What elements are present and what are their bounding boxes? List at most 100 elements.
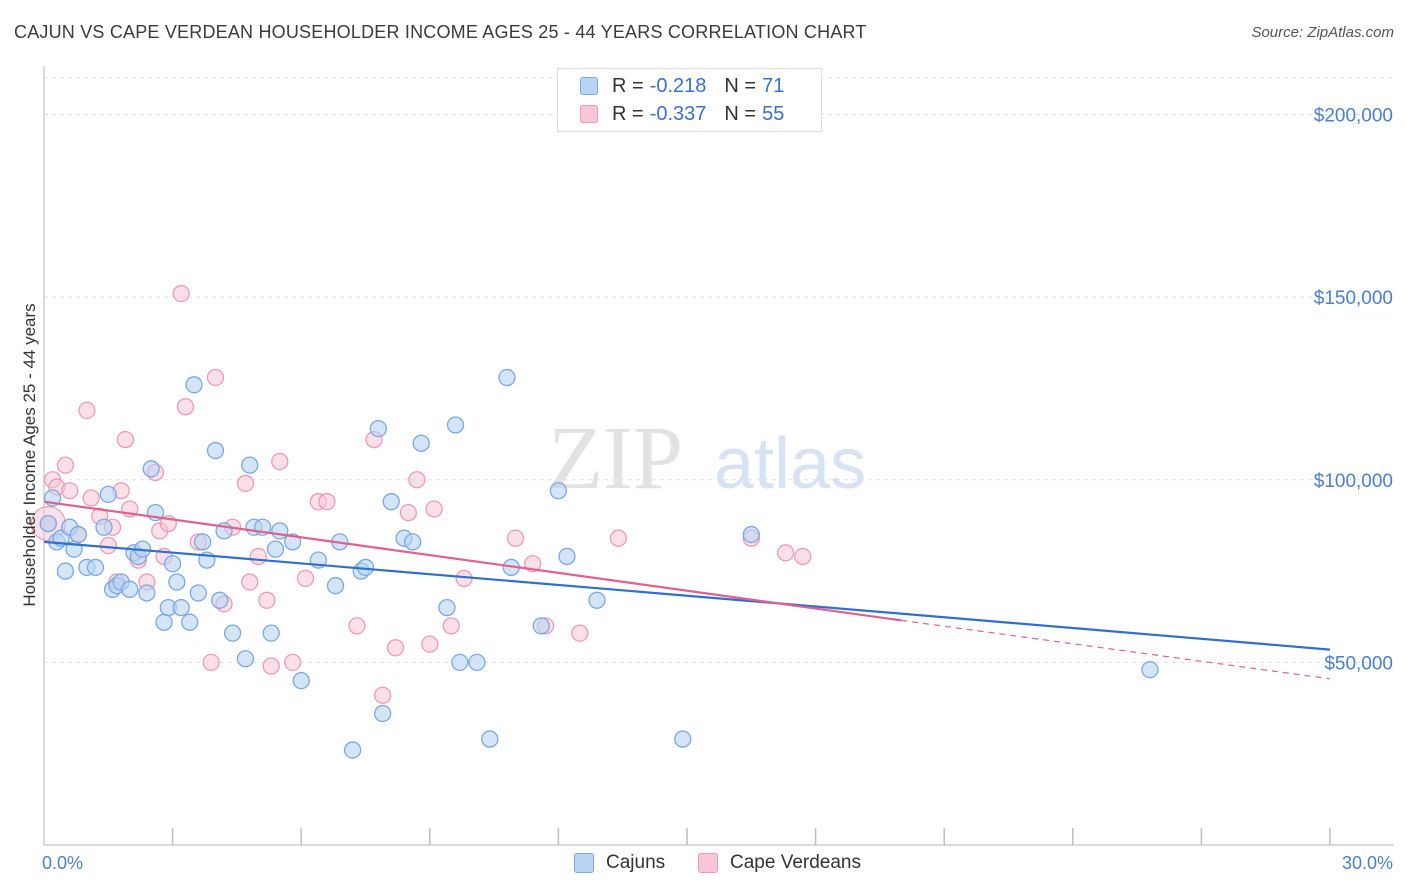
cape-verdean-point [258,591,276,609]
cape-verdean-point [176,398,195,416]
cajun-point [206,441,225,460]
cape-verdean-point [236,474,255,493]
cape-verdean-point [609,529,628,547]
cajun-point [189,584,207,602]
watermark: ZIP atlas [548,409,866,508]
cape-verdean-swatch [580,105,598,123]
cajun-point [283,533,302,551]
n-value: 55 [762,102,785,125]
cape-verdean-point [61,482,79,500]
cajun-point [1141,661,1159,679]
cape-verdean-point [296,569,315,588]
trend-lines [43,500,1331,680]
cape-verdean-point [116,430,135,449]
cajun-point [382,493,400,511]
cape-verdean-point [506,529,525,547]
legend-row-cape-verdeans: R = -0.337 N = 55 [580,101,784,127]
x-tick-label: 0.0% [42,853,83,873]
r-label: R = [612,74,644,97]
y-tick-label: $50,000 [1324,653,1393,674]
n-value: 71 [762,74,785,97]
cajun-point [138,584,156,602]
x-tick-label: 30.0% [1342,853,1393,873]
cajun-point [86,558,105,577]
cape-verdean-point [348,617,366,635]
cajun-point [223,624,242,642]
cape-verdean-point [172,284,190,303]
cajun-point [412,434,430,452]
cajun-point [99,485,117,504]
cajun-point [142,460,160,478]
y-axis-title: Householder Income Ages 25 - 44 years [20,303,39,606]
cape-verdean-point [373,686,392,704]
y-tick-label: $150,000 [1314,288,1393,309]
cajun-point [172,598,190,617]
cape-verdean-point [262,657,280,675]
r-label: R = [612,102,644,125]
bottom-legend-cape-verdeans: Cape Verdeans [698,852,861,874]
cajun-point [588,591,606,609]
cape-verdean-point [421,635,439,653]
cape-verdean-point [425,500,443,518]
cajun-point [262,624,280,642]
cajun-points [39,368,1159,759]
cape-verdean-point [99,536,117,555]
cape-verdean-point [249,547,267,566]
r-value: -0.337 [649,102,707,125]
cajun-point [468,653,486,672]
cape-verdean-legend-swatch [698,853,718,873]
cape-verdean-point [776,544,795,562]
cajun-swatch [580,77,598,95]
cajun-point [438,598,456,617]
cajun-point [373,704,392,723]
n-label: N = [724,74,757,97]
cajun-point [326,577,345,595]
cajun-point [163,555,182,573]
cape-verdean-point [442,617,460,635]
tick-labels: $50,000 $100,000 $150,000 $200,000 0.0% 30.0% [42,106,1393,873]
cajun-point [193,533,212,551]
cajun-legend-label: Cajuns [606,852,666,873]
cape-verdean-point [206,368,225,387]
cape-verdean-trend-line [43,500,902,622]
cajun-point [343,741,362,759]
cajun-point [95,518,113,536]
cape-verdean-point [241,573,259,591]
cajun-trend-line [43,540,1331,651]
cajun-point [56,562,75,580]
r-value: -0.218 [649,74,707,97]
legend-row-cajuns: R = -0.218 N = 71 [580,73,784,99]
cajun-point [185,376,203,394]
cajun-point [236,650,255,668]
cape-verdean-point [408,471,426,489]
cajun-point [404,533,422,551]
cape-verdean-legend-label: Cape Verdeans [730,852,861,873]
cajun-point [498,368,516,387]
axes [43,66,1394,846]
cape-verdean-point [78,401,96,420]
cajun-point [241,456,259,474]
cape-verdean-point [399,503,418,522]
cape-verdean-point [82,489,100,507]
cajun-point [446,416,465,434]
cape-verdean-point [271,452,289,471]
cajun-point [39,514,57,533]
cajun-point [168,573,186,591]
cape-verdean-point [794,547,812,566]
cajun-point [549,482,568,500]
cajun-point [532,617,550,635]
cajun-point [155,613,173,631]
cajun-legend-swatch [574,853,594,873]
cajun-point [69,525,87,544]
cajun-point [481,730,499,748]
cape-verdean-point [202,653,220,672]
cajun-point [292,671,310,690]
cajun-point [121,580,139,598]
bottom-legend-cajuns: Cajuns [574,852,665,874]
cajun-point [674,730,692,748]
chart-title: CAJUN VS CAPE VERDEAN HOUSEHOLDER INCOME… [14,22,867,42]
cape-verdean-point [283,653,302,672]
cajun-point [271,522,289,540]
cajun-point [266,540,285,558]
source-label: Source: ZipAtlas.com [1251,24,1394,41]
